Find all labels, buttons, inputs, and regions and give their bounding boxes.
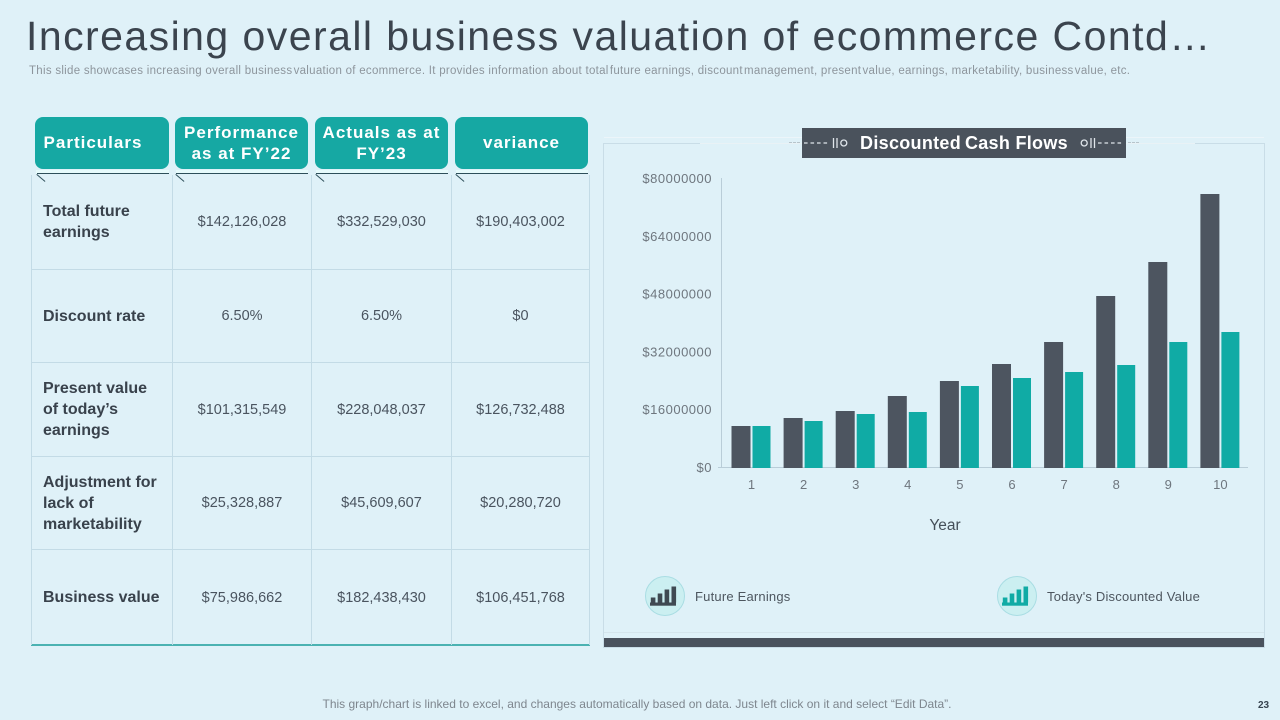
svg-text:$16000000: $16000000 bbox=[642, 402, 712, 417]
svg-text:$0: $0 bbox=[697, 460, 712, 475]
svg-text:2: 2 bbox=[800, 477, 807, 492]
svg-text:Future Earnings: Future Earnings bbox=[695, 589, 791, 604]
svg-text:6: 6 bbox=[1008, 477, 1015, 492]
svg-text:9: 9 bbox=[1165, 477, 1172, 492]
svg-text:Year: Year bbox=[929, 517, 960, 534]
svg-text:3: 3 bbox=[852, 477, 859, 492]
svg-text:$48000000: $48000000 bbox=[642, 287, 712, 302]
svg-text:4: 4 bbox=[904, 477, 911, 492]
svg-text:$80000000: $80000000 bbox=[642, 171, 712, 186]
svg-text:5: 5 bbox=[956, 477, 963, 492]
svg-text:Today's Discounted Value: Today's Discounted Value bbox=[1047, 589, 1200, 604]
svg-text:7: 7 bbox=[1060, 477, 1067, 492]
svg-text:8: 8 bbox=[1113, 477, 1120, 492]
svg-text:10: 10 bbox=[1213, 477, 1227, 492]
svg-text:$32000000: $32000000 bbox=[642, 344, 712, 359]
svg-text:$64000000: $64000000 bbox=[642, 229, 712, 244]
svg-text:1: 1 bbox=[748, 477, 755, 492]
